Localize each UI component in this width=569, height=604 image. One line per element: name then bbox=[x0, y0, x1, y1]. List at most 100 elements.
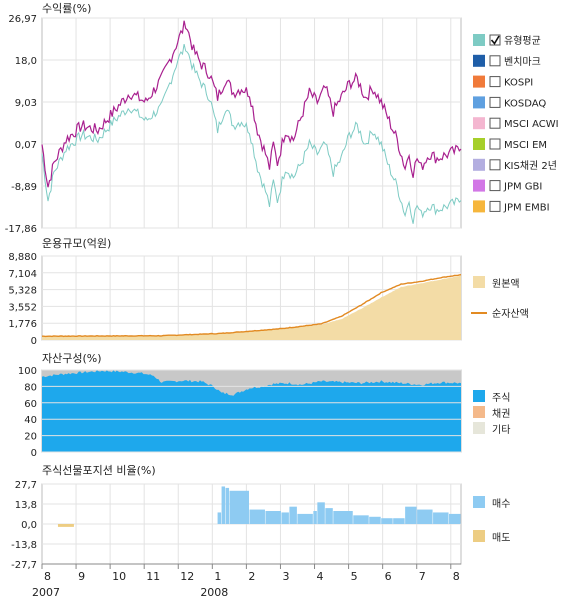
bar-buy bbox=[229, 490, 250, 524]
x-tick-label: 9 bbox=[78, 570, 85, 583]
return-title: 수익률(%) bbox=[42, 2, 91, 15]
bar-buy bbox=[353, 515, 369, 524]
y-tick-label: 20 bbox=[24, 432, 37, 443]
bar-buy bbox=[221, 486, 226, 524]
y-tick-label: -27,7 bbox=[11, 560, 37, 571]
x-tick-label: 11 bbox=[146, 570, 160, 583]
x-tick-label: 4 bbox=[317, 570, 324, 583]
legend-label: 기타 bbox=[492, 424, 510, 436]
legend-swatch bbox=[473, 158, 485, 171]
y-tick-label: 0 bbox=[31, 448, 37, 459]
assets-title: 자산구성(%) bbox=[42, 352, 102, 365]
legend-checkbox[interactable] bbox=[489, 200, 501, 212]
x-year-label: 2007 bbox=[32, 586, 60, 599]
series-line-fund bbox=[41, 20, 462, 188]
bar-buy bbox=[217, 512, 222, 524]
y-tick-label: 0,0 bbox=[21, 520, 37, 531]
x-tick-label: 10 bbox=[112, 570, 126, 583]
y-tick-label: 0,07 bbox=[15, 140, 37, 151]
bar-sell bbox=[57, 524, 74, 527]
legend-swatch bbox=[473, 496, 485, 508]
legend-label: 채권 bbox=[492, 408, 510, 420]
y-tick-label: 100 bbox=[18, 366, 37, 377]
legend-swatch bbox=[473, 75, 485, 88]
legend-label: KOSDAQ bbox=[504, 98, 546, 109]
y-tick-label: 5,328 bbox=[8, 286, 37, 297]
area-stocks bbox=[42, 370, 461, 452]
bar-buy bbox=[333, 511, 353, 524]
legend-checkbox[interactable] bbox=[489, 117, 501, 129]
y-tick-label: 18,0 bbox=[15, 56, 37, 67]
legend-label: KIS채권 2년 bbox=[504, 160, 557, 172]
legend-label: 유형평균 bbox=[504, 35, 541, 47]
y-tick-label: 40 bbox=[24, 415, 37, 426]
legend-checkbox[interactable] bbox=[489, 138, 501, 150]
legend-label: 순자산액 bbox=[492, 308, 529, 320]
legend-label: KOSPI bbox=[504, 78, 533, 89]
legend-label: JPM GBI bbox=[503, 182, 542, 193]
x-tick-label: 6 bbox=[385, 570, 392, 583]
legend-swatch bbox=[473, 96, 485, 109]
bar-buy bbox=[405, 506, 417, 524]
legend-swatch bbox=[473, 117, 485, 130]
legend-swatch bbox=[473, 406, 485, 418]
y-tick-label: 9,03 bbox=[15, 98, 37, 109]
legend-label: 원본액 bbox=[492, 278, 520, 290]
bar-buy bbox=[297, 513, 313, 524]
y-tick-label: 3,552 bbox=[8, 302, 37, 313]
checkmark-icon bbox=[490, 35, 500, 45]
y-tick-label: 27,7 bbox=[15, 480, 37, 491]
y-tick-label: 80 bbox=[24, 382, 37, 393]
bar-buy bbox=[289, 506, 297, 524]
x-tick-label: 12 bbox=[180, 570, 194, 583]
y-tick-label: 13,8 bbox=[15, 500, 37, 511]
y-tick-label: 60 bbox=[24, 399, 37, 410]
legend-swatch bbox=[473, 422, 485, 434]
x-tick-label: 8 bbox=[44, 570, 51, 583]
legend-swatch bbox=[473, 54, 485, 67]
series-line-category-average bbox=[41, 43, 462, 224]
legend-checkbox[interactable] bbox=[489, 180, 501, 192]
area-principal bbox=[42, 275, 461, 340]
y-tick-label: 0 bbox=[31, 336, 37, 347]
x-tick-label: 2 bbox=[248, 570, 255, 583]
legend-checkbox[interactable] bbox=[489, 159, 501, 171]
y-tick-label: -8,89 bbox=[11, 182, 37, 193]
x-tick-label: 3 bbox=[282, 570, 289, 583]
legend-label: MSCI EM bbox=[504, 140, 547, 151]
legend-swatch bbox=[473, 530, 485, 542]
bar-buy bbox=[249, 509, 265, 524]
bar-buy bbox=[369, 516, 381, 524]
legend-checkbox[interactable] bbox=[489, 34, 501, 46]
line-net-assets bbox=[42, 274, 462, 338]
legend-checkbox[interactable] bbox=[489, 55, 501, 67]
x-tick-label: 8 bbox=[453, 570, 460, 583]
y-tick-label: -17,86 bbox=[5, 224, 37, 235]
bar-buy bbox=[325, 508, 333, 524]
bar-buy bbox=[449, 513, 461, 524]
bar-buy bbox=[417, 509, 433, 524]
y-tick-label: 8,880 bbox=[8, 252, 37, 263]
bar-buy bbox=[317, 502, 325, 524]
x-tick-label: 1 bbox=[214, 570, 221, 583]
bar-buy bbox=[393, 518, 405, 524]
x-year-label: 2008 bbox=[200, 586, 228, 599]
legend-label: 매수 bbox=[492, 498, 510, 510]
legend-label: 주식 bbox=[492, 392, 510, 404]
legend-swatch bbox=[473, 138, 485, 150]
legend-label: MSCI ACWI bbox=[504, 119, 559, 130]
aum-title: 운용규모(억원) bbox=[42, 237, 111, 250]
legend-checkbox[interactable] bbox=[489, 96, 501, 108]
bar-buy bbox=[433, 512, 449, 524]
legend-swatch bbox=[473, 200, 485, 213]
legend-swatch bbox=[473, 34, 485, 46]
y-tick-label: 7,104 bbox=[8, 269, 37, 280]
futures-title: 주식선물포지션 비율(%) bbox=[42, 464, 156, 477]
legend-label: 벤치마크 bbox=[504, 56, 541, 68]
x-tick-label: 5 bbox=[351, 570, 358, 583]
legend-swatch bbox=[473, 179, 485, 192]
bar-buy bbox=[225, 487, 230, 524]
legend-checkbox[interactable] bbox=[489, 76, 501, 88]
